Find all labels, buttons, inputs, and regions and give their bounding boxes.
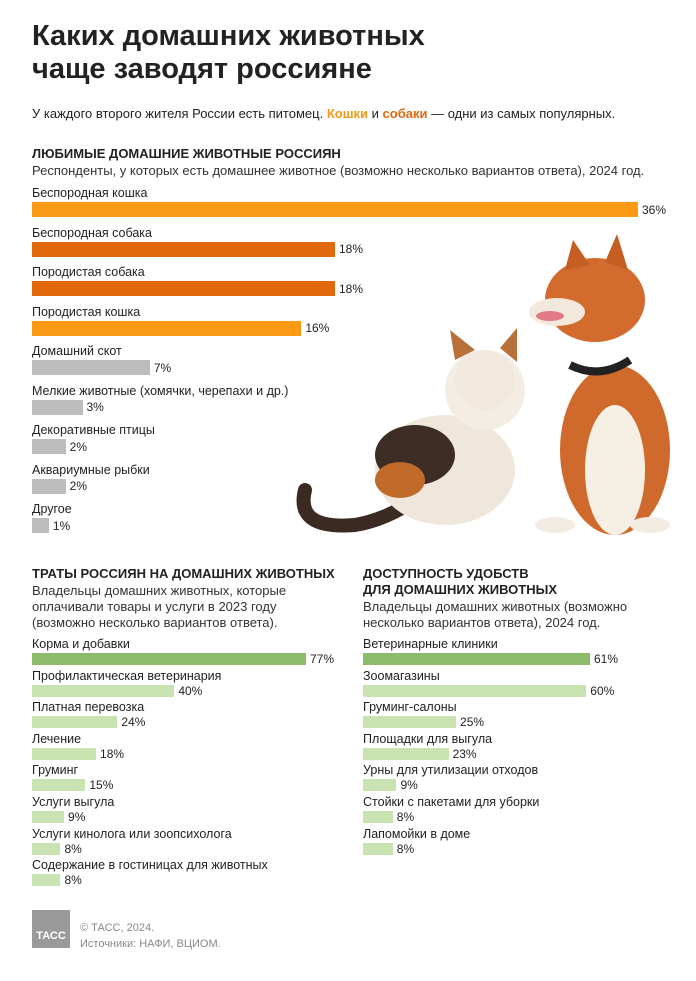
bar <box>32 320 302 336</box>
bar <box>32 653 306 665</box>
value-label: 9% <box>400 778 418 793</box>
chart-subtitle: Владельцы домашних животных (возможно не… <box>363 599 628 630</box>
category-label: Ветеринарные клиники <box>363 637 498 651</box>
category-label: Домашний скот <box>32 344 122 358</box>
category-label: Беспородная собака <box>32 225 153 240</box>
category-label: Мелкие животные (хомячки, черепахи и др.… <box>32 383 289 398</box>
value-label: 18% <box>339 281 364 296</box>
value-label: 2% <box>69 439 87 454</box>
category-label: Груминг-салоны <box>363 700 457 715</box>
value-label: 7% <box>153 360 172 375</box>
bar <box>32 874 61 887</box>
bar <box>32 779 86 792</box>
bar <box>32 439 66 454</box>
value-label: 3% <box>86 400 104 414</box>
bar <box>32 281 335 296</box>
bar <box>363 684 587 697</box>
category-label: Зоомагазины <box>363 668 440 683</box>
category-label: Аквариумные рыбки <box>32 462 150 477</box>
category-label: Груминг <box>32 763 79 778</box>
category-label: Платная перевозка <box>32 700 145 715</box>
subtitle-text: и <box>368 106 383 121</box>
bar <box>32 842 61 855</box>
chart-subtitle: Владельцы домашних животных, которые опл… <box>32 583 287 630</box>
subtitle-text: У каждого второго жителя России есть пит… <box>32 106 327 121</box>
category-label: Стойки с пакетами для уборки <box>363 795 540 809</box>
value-label: 16% <box>305 321 330 335</box>
category-label: Лапомойки в доме <box>363 826 471 841</box>
bar <box>32 518 49 533</box>
bar <box>32 478 66 494</box>
bar <box>32 360 150 375</box>
bar <box>363 716 457 729</box>
category-label: Урны для утилизации отходов <box>363 763 539 778</box>
value-label: 8% <box>396 810 415 824</box>
value-label: 2% <box>69 479 87 493</box>
value-label: 18% <box>339 242 364 256</box>
bar <box>363 653 590 665</box>
category-label: Содержание в гостиницах для животных <box>32 858 268 873</box>
value-label: 1% <box>52 518 71 533</box>
subtitle-text: — одни из самых популярных. <box>427 106 616 121</box>
category-label: Профилактическая ветеринария <box>32 668 222 683</box>
value-label: 8% <box>396 841 415 856</box>
bar <box>363 779 397 792</box>
logo-text: ТАСС <box>36 930 66 942</box>
bar <box>363 747 449 760</box>
value-label: 24% <box>121 715 146 730</box>
category-label: Другое <box>32 502 72 516</box>
category-label: Услуги выгула <box>32 795 115 809</box>
category-label: Породистая собака <box>32 265 145 279</box>
chart-subtitle: Респонденты, у которых есть домашнее жив… <box>32 163 645 178</box>
value-label: 15% <box>89 778 114 793</box>
value-label: 8% <box>64 841 82 856</box>
title: Каких домашних животных чаще заводят рос… <box>32 20 425 85</box>
pets-illustration <box>296 234 670 535</box>
category-label: Беспородная кошка <box>32 186 148 200</box>
bar <box>363 811 393 823</box>
category-label: Площадки для выгула <box>363 731 493 746</box>
value-label: 77% <box>310 652 335 666</box>
copyright: © ТАСС, 2024. <box>80 922 155 934</box>
bar <box>363 842 393 855</box>
value-label: 36% <box>642 202 667 217</box>
bar <box>32 811 65 823</box>
sources: Источники: НАФИ, ВЦИОМ. <box>80 938 221 950</box>
subtitle-dogs: собаки <box>382 106 428 121</box>
chart-title: ТРАТЫ РОССИЯН НА ДОМАШНИХ ЖИВОТНЫХ <box>32 566 335 581</box>
value-label: 40% <box>178 683 203 698</box>
bar <box>32 684 175 697</box>
category-label: Лечение <box>32 731 82 746</box>
subtitle-cats: Кошки <box>326 106 369 121</box>
category-label: Услуги кинолога или зоопсихолога <box>32 826 232 841</box>
value-label: 18% <box>100 746 125 761</box>
value-label: 8% <box>64 873 82 888</box>
value-label: 23% <box>452 746 477 761</box>
bar <box>32 202 638 217</box>
bar <box>32 747 97 760</box>
value-label: 60% <box>590 683 615 698</box>
chart-title: ЛЮБИМЫЕ ДОМАШНИЕ ЖИВОТНЫЕ РОССИЯН <box>32 146 341 161</box>
value-label: 25% <box>460 715 485 730</box>
category-label: Корма и добавки <box>32 637 130 651</box>
bar <box>32 716 118 729</box>
value-label: 61% <box>594 652 619 666</box>
bar <box>32 241 335 257</box>
category-label: Породистая кошка <box>32 304 141 319</box>
logo <box>32 910 70 948</box>
category-label: Декоративные птицы <box>32 423 155 437</box>
chart-title: ДОСТУПНОСТЬ УДОБСТВ ДЛЯ ДОМАШНИХ ЖИВОТНЫ… <box>363 566 558 597</box>
bar <box>32 399 83 415</box>
subtitle: У каждого второго жителя России есть пит… <box>32 106 615 121</box>
value-label: 9% <box>68 810 86 824</box>
